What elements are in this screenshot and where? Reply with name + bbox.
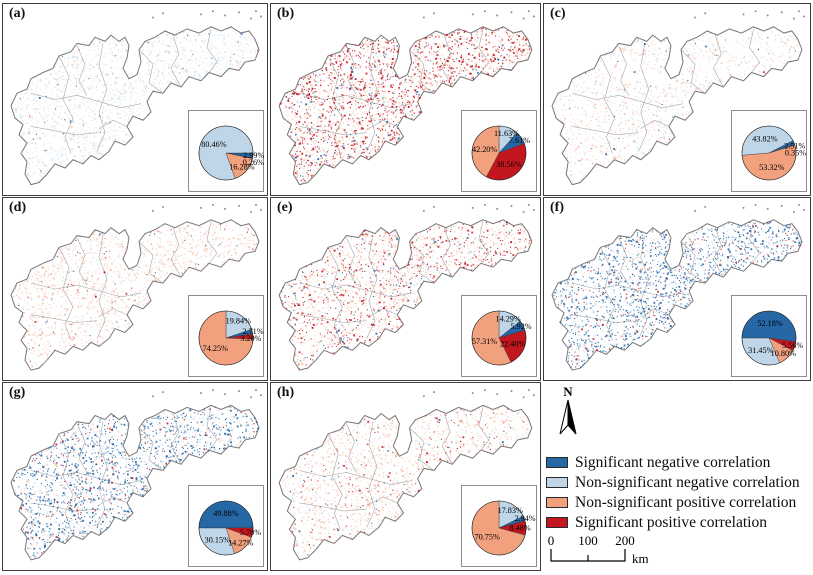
- svg-text:80.46%: 80.46%: [201, 140, 226, 149]
- svg-text:42.20%: 42.20%: [472, 145, 497, 154]
- map-f: [551, 203, 805, 371]
- pie-inset-f: 52.18% 5.56% 10.80% 31.45%: [731, 295, 807, 377]
- map-h: [278, 389, 535, 561]
- panel-label-a: (a): [9, 6, 26, 21]
- legend-item-sig-neg: Significant negative correlation: [546, 453, 800, 472]
- map-a: [10, 10, 262, 186]
- legend-item-sig-pos: Significant positive correlation: [546, 513, 800, 532]
- legend-item-nonsig-pos: Non-significant positive correlation: [546, 493, 800, 512]
- north-label: N: [563, 384, 573, 399]
- panel-label-d: (d): [9, 200, 27, 215]
- nonsig-pos-swatch-icon: [546, 497, 568, 508]
- panel-label-b: (b): [277, 6, 295, 21]
- scale-tick-100: 100: [578, 534, 598, 548]
- map-c: [551, 10, 805, 186]
- legend: Significant negative correlation Non-sig…: [546, 452, 800, 533]
- scale-unit: km: [632, 551, 649, 566]
- scale-tick-200: 200: [615, 534, 635, 548]
- panel-g: (g) 49.88% 5.70% 14.27% 30.15%: [2, 382, 268, 571]
- scale-tick-0: 0: [548, 534, 555, 548]
- pie-chart-f: 52.18%5.56%10.80%31.45%: [741, 310, 803, 366]
- svg-text:16.28%: 16.28%: [229, 162, 254, 171]
- legend-item-nonsig-neg: Non-significant negative correlation: [546, 473, 800, 492]
- panel-label-e: (e): [277, 200, 293, 215]
- pie-inset-d: 19.84% 2.71% 3.20% 74.25%: [188, 295, 264, 377]
- panel-b: (b) 11.63% 7.61% 38.56% 42.20%: [270, 3, 541, 196]
- north-arrow-icon: N: [559, 384, 577, 435]
- pie-inset-b: 11.63% 7.61% 38.56% 42.20%: [461, 110, 537, 192]
- scale-bar: 0 100 200 km: [548, 534, 649, 566]
- pie-chart-a: 2.99%0.26%16.28% 80.46%: [198, 125, 264, 181]
- panel-a: (a) 2.99% 0.26% 16.28% 80.46%: [2, 3, 268, 196]
- map-b: [278, 10, 535, 186]
- legend-label: Non-significant negative correlation: [575, 473, 800, 491]
- legend-label: Non-significant positive correlation: [575, 493, 797, 511]
- panel-label-g: (g): [9, 385, 26, 400]
- map-e: [278, 203, 535, 371]
- map-d: [10, 203, 262, 371]
- panel-f: (f) 52.18% 5.56% 10.80% 31.45%: [543, 197, 811, 381]
- panel-d: (d) 19.84% 2.71% 3.20% 74.25%: [2, 197, 268, 381]
- pie-chart-h: 17.83%2.94%8.48%70.75%: [471, 500, 536, 556]
- pie-chart-g: 49.88%5.70%14.27%30.15%: [198, 500, 261, 556]
- svg-text:0.26%: 0.26%: [243, 158, 264, 167]
- legend-label: Significant positive correlation: [575, 513, 767, 531]
- pie-chart-d: 19.84%2.71%3.20%74.25%: [198, 310, 264, 366]
- legend-label: Significant negative correlation: [575, 453, 771, 471]
- sig-pos-swatch-icon: [546, 517, 568, 528]
- pie-chart-e: 14.29%5.92%22.48%57.31%: [471, 310, 532, 366]
- svg-text:2.99%: 2.99%: [243, 151, 264, 160]
- legend-cell: N Significant negative correlation Non-s…: [543, 382, 811, 571]
- svg-text:11.63%: 11.63%: [494, 129, 519, 138]
- pie-inset-e: 14.29% 5.92% 22.48% 57.31%: [461, 295, 537, 377]
- svg-text:38.56%: 38.56%: [496, 160, 521, 169]
- pie-inset-g: 49.88% 5.70% 14.27% 30.15%: [188, 485, 264, 567]
- panel-label-h: (h): [277, 385, 295, 400]
- sig-neg-swatch-icon: [546, 457, 568, 468]
- pie-inset-h: 17.83% 2.94% 8.48% 70.75%: [461, 485, 537, 567]
- pie-inset-a: 2.99% 0.26% 16.28% 80.46%: [188, 110, 264, 192]
- pie-inset-c: 43.82% 2.51% 0.35% 53.32%: [731, 110, 807, 192]
- pie-chart-b: 11.63%7.61% 38.56% 42.20%: [471, 125, 530, 181]
- panel-label-c: (c): [550, 6, 566, 21]
- panel-c: (c) 43.82% 2.51% 0.35% 53.32%: [543, 3, 811, 196]
- panel-e: (e) 14.29% 5.92% 22.48% 57.31%: [270, 197, 541, 381]
- svg-text:7.61%: 7.61%: [509, 136, 530, 145]
- map-g: [10, 389, 262, 561]
- pie-chart-c: 43.82%2.51%0.35%53.32%: [741, 125, 806, 181]
- panel-label-f: (f): [550, 200, 564, 215]
- panel-h: (h) 17.83% 2.94% 8.48% 70.75%: [270, 382, 541, 571]
- nonsig-neg-swatch-icon: [546, 477, 568, 488]
